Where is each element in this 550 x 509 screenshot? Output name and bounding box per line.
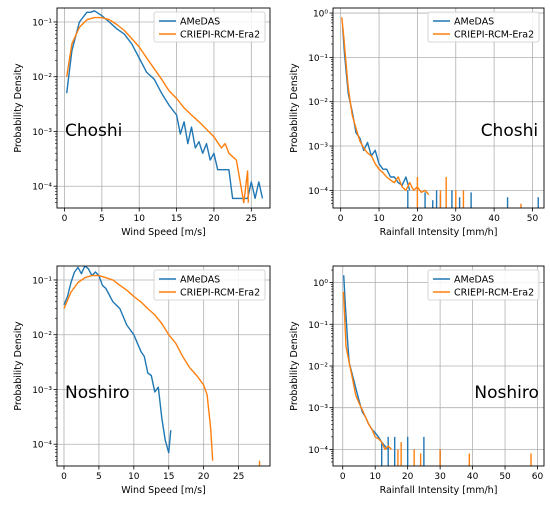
legend-entry: AMeDAS	[180, 275, 220, 286]
x-axis-label: Wind Speed [m/s]	[121, 227, 206, 238]
axes-frame	[56, 7, 271, 209]
axes-frame	[56, 265, 271, 467]
x-tick-label: 25	[233, 472, 244, 482]
series-line-amedas	[343, 275, 389, 450]
station-annotation: Choshi	[481, 121, 538, 141]
x-tick-label: 0	[340, 472, 346, 482]
x-tick-label: 60	[532, 472, 544, 482]
legend-entry: AMeDAS	[454, 17, 494, 28]
subplot-1: 0 5 10 15 20 25 10⁻⁴ 10⁻³ 10⁻² 10⁻¹ Wind Speed [m/…	[13, 7, 271, 238]
x-tick-label: 0	[338, 214, 344, 224]
x-tick-label: 25	[246, 214, 257, 224]
subplot-3: 0 5 10 15 20 25 10⁻⁴ 10⁻³ 10⁻² 10⁻¹ Wind Speed [m/…	[13, 265, 271, 496]
x-tick-label: 0	[62, 214, 68, 224]
y-tick-label: 10⁻¹	[308, 321, 328, 331]
station-annotation: Choshi	[65, 121, 122, 141]
y-tick-label: 10⁻²	[32, 73, 52, 83]
y-tick-label: 10⁻¹	[32, 276, 52, 286]
legend-entry: CRIEPI-RCM-Era2	[454, 288, 534, 299]
x-tick-label: 10	[133, 214, 145, 224]
x-tick-label: 40	[488, 214, 500, 224]
series-line-amedas	[63, 266, 172, 454]
x-tick-label: 20	[412, 214, 424, 224]
y-axis-label: Probability Density	[13, 63, 24, 153]
y-tick-label: 10⁻²	[308, 98, 328, 108]
legend-entry: AMeDAS	[180, 17, 220, 28]
legend: AMeDAS CRIEPI-RCM-Era2	[427, 11, 540, 43]
x-tick-label: 20	[402, 472, 414, 482]
y-tick-label: 10⁻¹	[308, 54, 328, 64]
y-tick-label: 10⁻¹	[32, 18, 52, 28]
series-line-criepi	[63, 274, 214, 461]
x-tick-label: 10	[373, 214, 385, 224]
legend-box	[427, 11, 540, 43]
y-tick-label: 10⁻³	[308, 143, 328, 153]
station-annotation: Noshiro	[474, 383, 539, 403]
subplot-4: 0 10 20 30 40 50 60 10⁻⁴ 10⁻³ 10⁻² 10⁻¹ 10⁰ Rainfall…	[289, 265, 545, 496]
y-tick-label: 10⁻⁴	[308, 446, 328, 456]
legend-box	[427, 269, 540, 301]
station-annotation: Noshiro	[65, 383, 130, 403]
legend: AMeDAS CRIEPI-RCM-Era2	[153, 11, 266, 43]
legend-entry: CRIEPI-RCM-Era2	[180, 30, 260, 41]
x-tick-label: 5	[99, 214, 105, 224]
y-axis-label: Probability Density	[13, 321, 24, 411]
y-tick-label: 10⁻⁴	[32, 183, 52, 193]
legend-box	[153, 11, 266, 43]
subplot-2: 0 10 20 30 40 50 10⁻⁴ 10⁻³ 10⁻² 10⁻¹ 10⁰ Rainfall I…	[289, 7, 545, 238]
x-tick-label: 30	[434, 472, 446, 482]
x-tick-label: 0	[61, 472, 67, 482]
y-tick-label: 10⁰	[313, 10, 328, 20]
x-tick-label: 20	[198, 472, 210, 482]
x-axis-label: Wind Speed [m/s]	[121, 485, 206, 496]
x-tick-label: 15	[163, 472, 174, 482]
y-tick-label: 10⁻⁴	[32, 441, 52, 451]
legend: AMeDAS CRIEPI-RCM-Era2	[153, 269, 266, 301]
legend-entry: AMeDAS	[454, 275, 494, 286]
y-tick-label: 10⁻²	[32, 331, 52, 341]
y-tick-label: 10⁻³	[32, 386, 52, 396]
y-tick-label: 10⁰	[313, 279, 328, 289]
y-tick-label: 10⁻⁴	[308, 187, 328, 197]
legend-entry: CRIEPI-RCM-Era2	[180, 288, 260, 299]
y-axis-label: Probability Density	[289, 63, 300, 153]
y-axis-label: Probability Density	[289, 321, 300, 411]
y-tick-label: 10⁻³	[32, 128, 52, 138]
x-tick-label: 50	[499, 472, 511, 482]
series-line-criepi	[342, 291, 392, 451]
legend: AMeDAS CRIEPI-RCM-Era2	[427, 269, 540, 301]
x-axis-label: Rainfall Intensity [mm/h]	[380, 227, 498, 238]
x-tick-label: 10	[128, 472, 140, 482]
x-axis-label: Rainfall Intensity [mm/h]	[380, 485, 498, 496]
legend-entry: CRIEPI-RCM-Era2	[454, 30, 534, 41]
y-tick-label: 10⁻³	[308, 404, 328, 414]
series-line-criepi	[341, 17, 430, 196]
x-tick-label: 20	[208, 214, 220, 224]
axes-frame	[332, 265, 545, 467]
x-tick-label: 15	[171, 214, 182, 224]
x-tick-label: 10	[369, 472, 381, 482]
x-tick-label: 50	[527, 214, 539, 224]
axes-frame	[332, 7, 545, 209]
x-tick-label: 5	[96, 472, 102, 482]
x-tick-label: 40	[467, 472, 479, 482]
y-tick-label: 10⁻²	[308, 363, 328, 373]
x-tick-label: 30	[450, 214, 462, 224]
legend-box	[153, 269, 266, 301]
series-line-criepi	[66, 16, 249, 204]
